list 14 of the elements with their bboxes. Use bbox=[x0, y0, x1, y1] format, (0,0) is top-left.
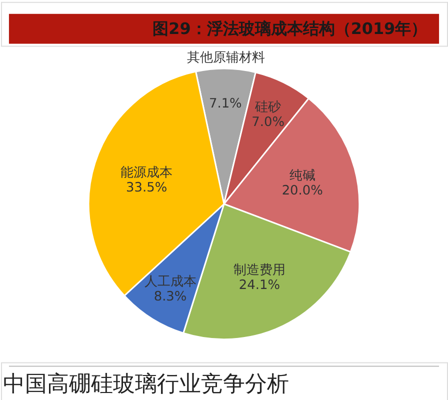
data-label: 24.1% bbox=[238, 278, 280, 294]
slice-label: 制造费用 bbox=[233, 263, 286, 278]
chart-title: 图29：浮法玻璃成本结构（2019年） bbox=[152, 18, 428, 38]
text: 中国高硼硅玻璃行业竞争分析 bbox=[2, 372, 289, 398]
data-label: 20.0% bbox=[282, 184, 323, 199]
slice-label: 纯碱 bbox=[289, 168, 316, 184]
slice-label: 硅砂 bbox=[254, 100, 282, 116]
data-label: 7.0% bbox=[252, 114, 285, 130]
slice-label: 其他原辅材料 bbox=[186, 50, 265, 66]
data-label: 33.5% bbox=[126, 180, 168, 196]
slice-label: 人工成本 bbox=[144, 274, 196, 290]
data-label: 7.1% bbox=[208, 96, 242, 112]
slice-label: 能源成本 bbox=[120, 165, 173, 180]
data-label: 8.3% bbox=[154, 290, 187, 305]
